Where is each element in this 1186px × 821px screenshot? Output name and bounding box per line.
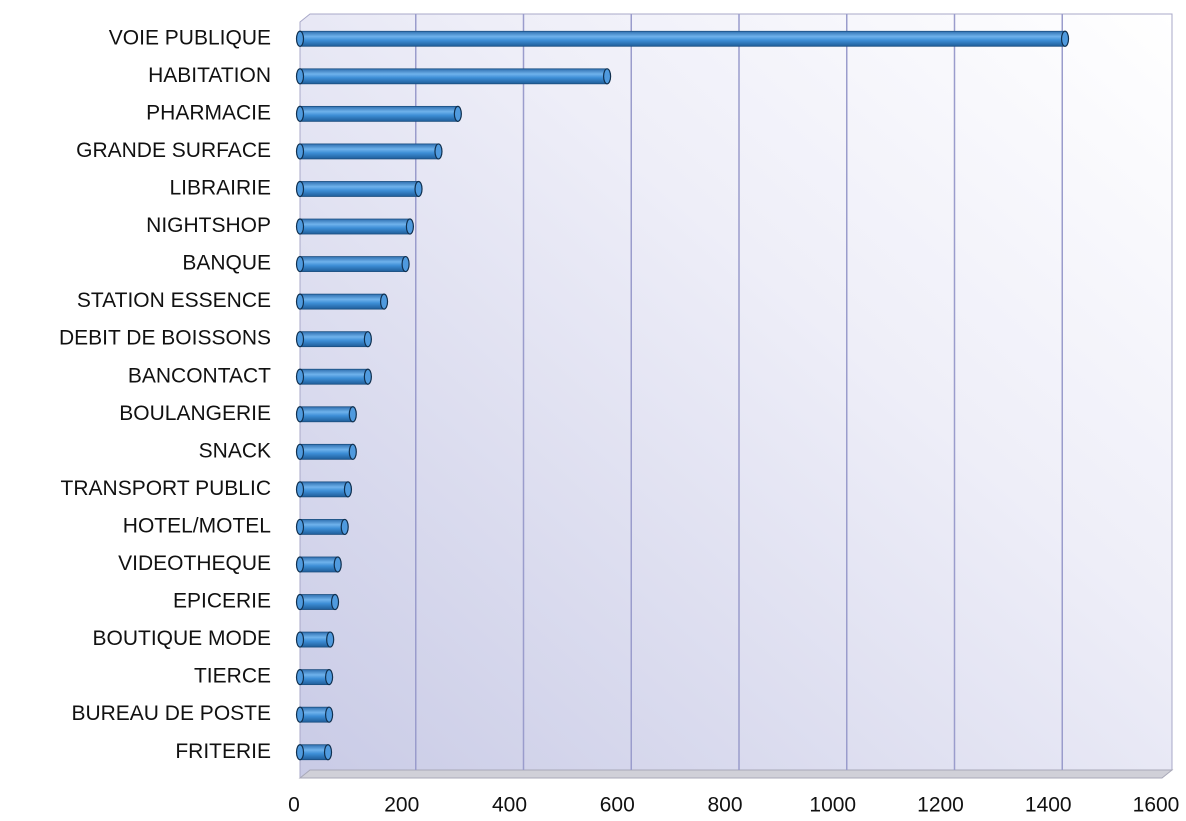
bar [299, 631, 331, 648]
bar-cap [295, 481, 305, 498]
y-tick-label: BOULANGERIE [119, 402, 271, 425]
bar-cap [295, 518, 305, 536]
bar-cap [324, 706, 334, 723]
y-tick-label: GRANDE SURFACE [76, 139, 271, 162]
bar-cap [348, 406, 357, 423]
bar-cap [295, 593, 305, 611]
y-tick-label: STATION ESSENCE [77, 289, 271, 312]
bar-cap [340, 518, 349, 536]
bar-cap [295, 368, 305, 385]
bar-cap [326, 631, 335, 648]
x-tick-label: 600 [600, 794, 635, 817]
x-tick-label: 1400 [1025, 794, 1072, 817]
bar-cap [295, 669, 305, 686]
bar-cap [295, 706, 305, 723]
bar-cap [453, 105, 462, 122]
y-tick-label: TIERCE [194, 665, 271, 688]
x-tick-label: 800 [707, 794, 742, 817]
bar [299, 706, 330, 723]
bar-cap [295, 180, 305, 198]
bar-cap [323, 744, 333, 761]
bar-cap [295, 105, 305, 122]
bar [299, 218, 411, 235]
bar-cap [324, 669, 334, 686]
bar-cap [1060, 30, 1070, 47]
bar-cap [363, 331, 372, 348]
bar [299, 143, 439, 160]
bar-cap [343, 481, 353, 498]
y-tick-label: VIDEOTHEQUE [118, 552, 271, 575]
bar [299, 556, 339, 573]
bar [299, 443, 354, 460]
y-tick-label: VOIE PUBLIQUE [109, 26, 271, 49]
bar [299, 256, 406, 272]
bar [299, 519, 346, 535]
x-tick-label: 1600 [1133, 794, 1180, 817]
bar-cap [295, 443, 305, 460]
y-tick-label: PHARMACIE [146, 101, 271, 124]
y-tick-label: TRANSPORT PUBLIC [61, 477, 271, 500]
y-tick-label: EPICERIE [173, 590, 271, 613]
y-tick-label: FRITERIE [175, 740, 271, 763]
y-tick-label: BOUTIQUE MODE [92, 627, 271, 650]
bar-cap [330, 593, 340, 611]
bar [299, 481, 349, 498]
x-tick-label: 1000 [809, 794, 856, 817]
x-tick-label: 1200 [917, 794, 964, 817]
plot-floor [298, 769, 1174, 779]
y-tick-label: SNACK [199, 439, 271, 462]
bar [299, 293, 385, 310]
y-tick-label: NIGHTSHOP [146, 214, 271, 237]
y-tick-label: LIBRAIRIE [169, 177, 271, 200]
bar [299, 181, 419, 197]
y-tick-label: BANCONTACT [128, 364, 271, 387]
bar [299, 594, 336, 610]
bar-cap [295, 556, 305, 573]
bar-cap [295, 68, 305, 85]
bar-cap [379, 293, 389, 310]
bar-cap [348, 443, 357, 460]
bar-cap [295, 143, 305, 160]
bar-cap [295, 255, 305, 273]
bar [299, 669, 330, 686]
bar [299, 68, 608, 85]
bar [299, 331, 369, 348]
bar-cap [295, 293, 305, 310]
bar [299, 105, 459, 122]
plot-wall [299, 13, 1173, 779]
bar-cap [401, 255, 410, 273]
x-tick-label: 0 [288, 794, 300, 817]
bar-cap [333, 556, 342, 573]
y-tick-label: BANQUE [182, 252, 271, 275]
bar [299, 30, 1066, 47]
bar-cap [295, 744, 305, 761]
bar-cap [363, 368, 372, 385]
bar [299, 368, 369, 385]
bar [299, 406, 354, 423]
bar-cap [295, 30, 305, 47]
x-tick-label: 400 [492, 794, 527, 817]
bar-cap [434, 143, 443, 160]
bar-cap [295, 631, 305, 648]
y-tick-label: HABITATION [148, 64, 271, 87]
bar-cap [414, 180, 423, 198]
bar-cap [602, 68, 612, 85]
bar-cap [295, 331, 305, 348]
y-tick-label: BUREAU DE POSTE [71, 702, 271, 725]
y-tick-label: DEBIT DE BOISSONS [59, 327, 271, 350]
bar-cap [295, 218, 305, 235]
bar-cap [295, 406, 305, 423]
bar-cap [405, 218, 415, 235]
x-tick-label: 200 [384, 794, 419, 817]
y-tick-label: HOTEL/MOTEL [123, 514, 271, 537]
bar [299, 744, 329, 761]
